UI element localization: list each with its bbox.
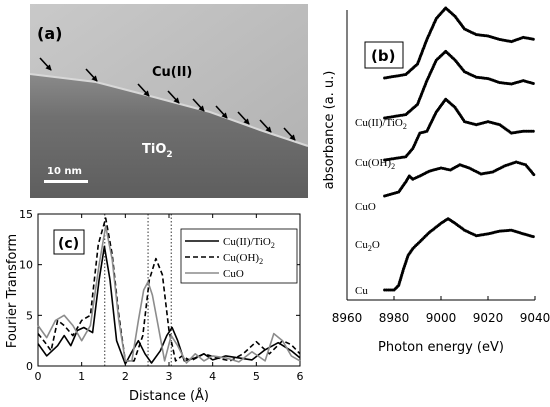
surface-arrow [85, 68, 98, 82]
series-line-cu-oh-2 [37, 217, 301, 362]
panel-c-legend-items: Cu(II)/TiO2 Cu(OH)2 CuO [185, 236, 275, 280]
data-point [532, 173, 536, 177]
x-tick-label: 2 [122, 370, 129, 383]
panel-c-ticks: 0 1 2 3 4 5 6 0 5 10 15 [19, 208, 304, 383]
x-tick-label: 4 [209, 370, 216, 383]
surface-arrow [237, 111, 250, 125]
panel-c-xlabel: Distance (Å) [129, 388, 209, 404]
series-line-cuo [37, 225, 301, 364]
panel-b-ylabel: absorbance (a. u.) [322, 71, 337, 190]
y-tick-label: 10 [19, 259, 33, 272]
trace-label: Cu(II)/TiO2 [355, 117, 407, 131]
scale-bar-label: 10 nm [47, 166, 82, 177]
panel-b-ticks: 8960 8980 9000 9020 9040 [332, 296, 550, 325]
panel-c-legend [180, 228, 298, 284]
panel-c-reference-lines [104, 214, 172, 366]
surface-arrow [137, 83, 150, 97]
trace-label: CuO [355, 201, 376, 213]
data-point [531, 37, 535, 41]
x-tick-label: 9020 [473, 311, 504, 325]
x-tick-label: 3 [166, 370, 173, 383]
surface-arrow [259, 119, 272, 133]
series-cu-oh-2 [383, 49, 535, 120]
series-line-cu-ii-tio2 [37, 245, 301, 365]
panel-c-label: (c) [58, 236, 79, 252]
trace-label: Cu(OH)2 [355, 157, 395, 171]
y-tick-label: 15 [19, 208, 33, 221]
scale-bar [44, 180, 88, 183]
surface-arrow [283, 127, 296, 141]
surface-arrow [192, 98, 205, 112]
panel-b-label-box [364, 41, 404, 69]
trace-label: Cu [355, 285, 368, 297]
x-tick-label: 9000 [426, 311, 457, 325]
panel-c-label-box [53, 229, 85, 255]
x-tick-label: 6 [297, 370, 304, 383]
x-tick-label: 5 [253, 370, 260, 383]
y-tick-label: 0 [26, 360, 33, 373]
cu-ii-label: Cu(II) [152, 65, 192, 80]
x-tick-label: 8980 [379, 311, 410, 325]
panel-c-series [37, 217, 301, 365]
legend-label: Cu(OH)2 [223, 252, 263, 266]
surface-arrow [215, 105, 228, 119]
legend-label: CuO [223, 268, 244, 280]
data-point [531, 129, 535, 133]
series-cu [383, 217, 535, 292]
panel-a-label: (a) [37, 24, 62, 43]
series-cuo [383, 97, 535, 162]
tio2-label: TiO2 [142, 142, 173, 160]
x-tick-label: 1 [78, 370, 85, 383]
x-tick-label: 0 [35, 370, 42, 383]
panel-b-trace-labels: Cu(II)/TiO2 Cu(OH)2 CuO Cu2O Cu [355, 117, 407, 297]
surface-arrow [167, 90, 180, 104]
data-point [531, 82, 535, 85]
tio2-region [30, 74, 308, 198]
panel-b-label: (b) [371, 47, 395, 65]
surface-arrows [39, 57, 296, 141]
series-cu2o [383, 160, 536, 198]
data-point [531, 235, 535, 239]
trace-label: Cu2O [355, 239, 380, 253]
panel-a: (a) Cu(II) TiO2 10 nm [29, 4, 309, 198]
surface-arrow [39, 57, 52, 71]
x-tick-label: 9040 [520, 311, 550, 325]
x-tick-label: 8960 [332, 311, 363, 325]
panel-c-ylabel: Fourier Transform [5, 234, 20, 348]
panel-b-xlabel: Photon energy (eV) [378, 340, 504, 355]
panel-b: 8960 8980 9000 9020 9040 Cu(II)/TiO2Cu(OH)2C… [322, 6, 550, 355]
panel-b-series [383, 6, 536, 292]
series-cu-ii-tio2 [383, 6, 535, 80]
y-tick-label: 5 [26, 309, 33, 322]
legend-label: Cu(II)/TiO2 [223, 236, 275, 250]
